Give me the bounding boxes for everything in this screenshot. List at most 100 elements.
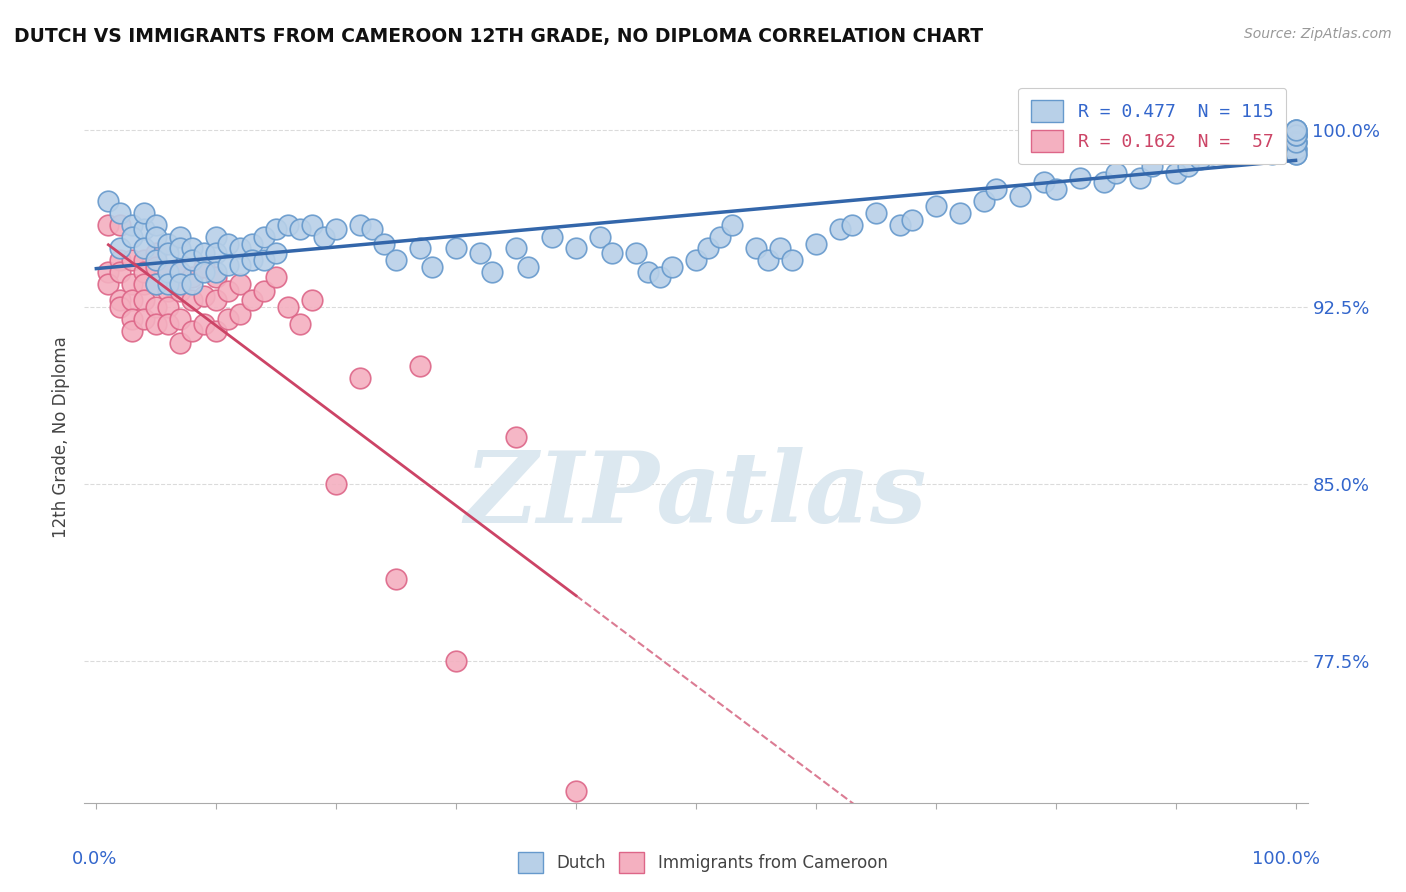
Point xyxy=(264,269,287,284)
Point xyxy=(97,277,120,291)
Y-axis label: 12th Grade, No Diploma: 12th Grade, No Diploma xyxy=(52,336,70,538)
Point xyxy=(145,260,167,275)
Point xyxy=(301,293,323,308)
Point xyxy=(804,236,827,251)
Point xyxy=(709,229,731,244)
Point xyxy=(169,229,191,244)
Point xyxy=(290,317,312,331)
Point xyxy=(1236,147,1258,161)
Point xyxy=(181,241,204,255)
Point xyxy=(134,293,156,308)
Point xyxy=(409,359,432,374)
Point xyxy=(264,222,287,236)
Point xyxy=(110,293,132,308)
Point xyxy=(1201,147,1223,161)
Point xyxy=(121,229,143,244)
Point xyxy=(1284,128,1306,142)
Point xyxy=(505,430,527,444)
Point xyxy=(1284,135,1306,149)
Point xyxy=(181,277,204,291)
Point xyxy=(780,253,803,268)
Point xyxy=(973,194,995,208)
Point xyxy=(169,277,191,291)
Point xyxy=(240,253,263,268)
Point xyxy=(1140,159,1163,173)
Point xyxy=(1284,147,1306,161)
Point xyxy=(828,222,851,236)
Point xyxy=(264,246,287,260)
Point xyxy=(1260,135,1282,149)
Point xyxy=(217,258,239,272)
Point xyxy=(145,277,167,291)
Point xyxy=(229,258,252,272)
Point xyxy=(925,199,948,213)
Point xyxy=(193,288,215,302)
Point xyxy=(1284,142,1306,156)
Point xyxy=(157,246,180,260)
Point xyxy=(1260,147,1282,161)
Point xyxy=(110,265,132,279)
Point xyxy=(157,236,180,251)
Point xyxy=(205,269,228,284)
Point xyxy=(1249,135,1271,149)
Point xyxy=(756,253,779,268)
Point xyxy=(253,284,276,298)
Point xyxy=(721,218,744,232)
Point xyxy=(229,241,252,255)
Point xyxy=(385,253,408,268)
Point xyxy=(157,317,180,331)
Point xyxy=(181,324,204,338)
Point xyxy=(1284,123,1306,137)
Point xyxy=(110,218,132,232)
Point xyxy=(97,218,120,232)
Point xyxy=(205,293,228,308)
Legend: R = 0.477  N = 115, R = 0.162  N =  57: R = 0.477 N = 115, R = 0.162 N = 57 xyxy=(1018,87,1286,164)
Point xyxy=(373,236,395,251)
Point xyxy=(648,269,671,284)
Point xyxy=(1284,147,1306,161)
Point xyxy=(169,265,191,279)
Point xyxy=(697,241,720,255)
Point xyxy=(121,324,143,338)
Point xyxy=(685,253,707,268)
Point xyxy=(169,241,191,255)
Point xyxy=(145,277,167,291)
Text: 100.0%: 100.0% xyxy=(1251,850,1320,868)
Point xyxy=(949,206,972,220)
Point xyxy=(1284,128,1306,142)
Point xyxy=(1284,123,1306,137)
Point xyxy=(97,265,120,279)
Point xyxy=(193,260,215,275)
Point xyxy=(121,277,143,291)
Point xyxy=(181,253,204,268)
Point xyxy=(444,654,467,668)
Point xyxy=(505,241,527,255)
Point xyxy=(361,222,384,236)
Point xyxy=(1032,175,1054,189)
Point xyxy=(157,284,180,298)
Point xyxy=(229,307,252,321)
Point xyxy=(1284,128,1306,142)
Point xyxy=(1008,189,1031,203)
Point xyxy=(217,236,239,251)
Point xyxy=(217,312,239,326)
Point xyxy=(589,229,612,244)
Point xyxy=(409,241,432,255)
Point xyxy=(97,194,120,208)
Point xyxy=(121,253,143,268)
Point xyxy=(169,335,191,350)
Point xyxy=(169,284,191,298)
Point xyxy=(1129,170,1152,185)
Text: 0.0%: 0.0% xyxy=(72,850,118,868)
Point xyxy=(134,241,156,255)
Point xyxy=(134,312,156,326)
Point xyxy=(157,301,180,315)
Point xyxy=(110,301,132,315)
Point xyxy=(1284,135,1306,149)
Point xyxy=(277,301,299,315)
Point xyxy=(420,260,443,275)
Point xyxy=(134,222,156,236)
Point xyxy=(157,277,180,291)
Point xyxy=(301,218,323,232)
Point xyxy=(110,206,132,220)
